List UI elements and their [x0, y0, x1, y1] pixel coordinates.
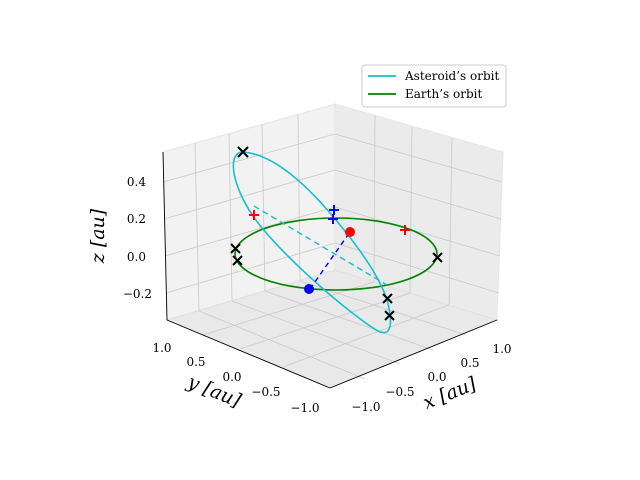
grid-lines [162, 113, 503, 380]
axis-lines [162, 151, 498, 389]
red-plus-marker [249, 210, 259, 220]
z-tick-label: 0.4 [127, 175, 146, 189]
blue-plus-marker [329, 205, 339, 215]
black-x-markers [230, 146, 443, 321]
black-x-marker [232, 255, 243, 266]
y-tick-label: −1.0 [290, 401, 319, 415]
x-tick-label: 1.0 [492, 342, 511, 356]
red-plus-markers [249, 210, 410, 235]
black-x-marker [382, 293, 393, 304]
x-tick-label: 0.0 [427, 370, 446, 384]
black-x-marker [384, 310, 395, 321]
legend: Asteroid’s orbit Earth’s orbit [361, 64, 507, 108]
black-x-marker [230, 243, 241, 254]
y-tick-label: 0.0 [222, 370, 241, 384]
legend-label-earth: Earth’s orbit [405, 87, 482, 101]
z-tick-label: 0.2 [127, 212, 146, 226]
y-tick-label: −0.5 [251, 385, 280, 399]
x-axis-ticks: −1.0 −0.5 0.0 0.5 1.0 [351, 342, 511, 414]
black-x-marker [237, 146, 249, 158]
dashed-line-cyan [253, 205, 388, 286]
z-axis-ticks: 0.4 0.2 0.0 −0.2 [123, 175, 152, 301]
y-axis-ticks: 1.0 0.5 0.0 −0.5 −1.0 [152, 341, 319, 415]
legend-label-asteroid: Asteroid’s orbit [404, 69, 499, 83]
x-tick-label: 0.5 [460, 356, 479, 370]
z-tick-label: 0.0 [127, 250, 146, 264]
y-tick-label: 0.5 [186, 355, 205, 369]
legend-box [361, 64, 507, 108]
x-tick-label: −1.0 [351, 400, 380, 414]
black-x-marker [432, 252, 443, 263]
z-axis-label: z [au] [87, 208, 109, 264]
red-dot-marker [345, 227, 355, 237]
z-tick-label: −0.2 [123, 287, 152, 301]
x-tick-label: −0.5 [385, 385, 414, 399]
dashed-line-blue [309, 231, 351, 290]
blue-plus-marker [328, 214, 338, 224]
blue-plus-markers [328, 205, 339, 224]
red-plus-marker [400, 225, 410, 235]
blue-dot-marker [304, 284, 314, 294]
y-tick-label: 1.0 [152, 341, 171, 355]
